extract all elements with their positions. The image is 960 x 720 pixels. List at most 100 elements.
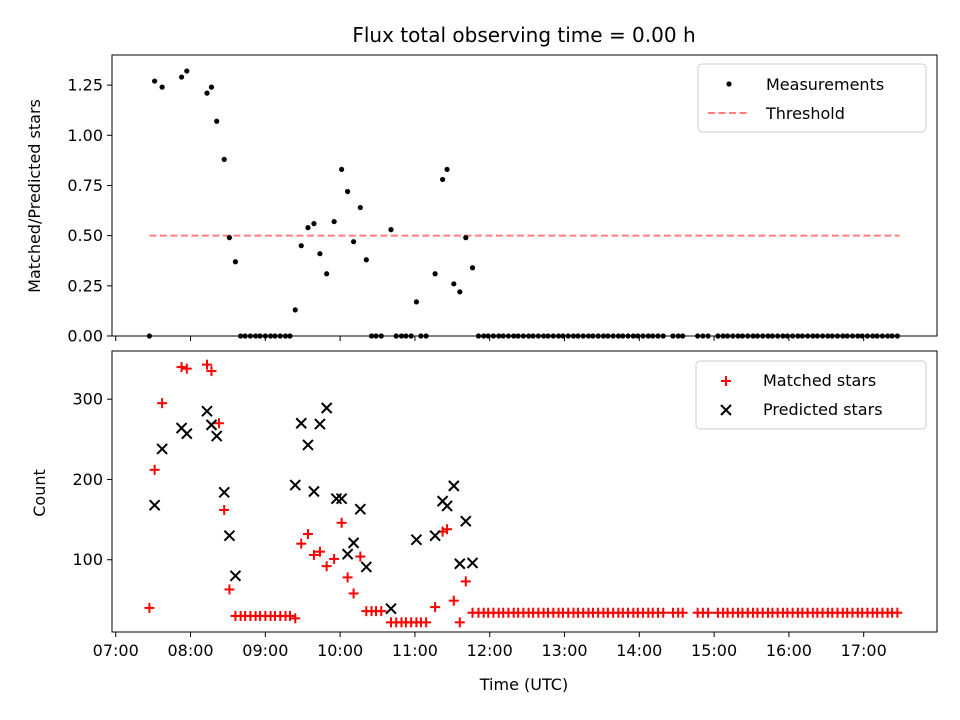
measurement-point <box>226 235 233 241</box>
matched-star-point <box>703 607 714 618</box>
legend-matched-label: Matched stars <box>763 371 876 390</box>
measurement-point <box>298 243 304 249</box>
x-tick-label: 08:00 <box>167 641 213 660</box>
top-y-tick-label: 0.00 <box>67 327 103 346</box>
measurement-point <box>221 156 227 162</box>
matched-star-point <box>149 464 160 475</box>
top-y-tick-label: 0.50 <box>67 226 103 245</box>
matched-star-point <box>329 553 340 564</box>
measurement-point <box>292 307 298 313</box>
measurement-point <box>331 218 337 225</box>
measurement-point <box>457 289 463 295</box>
measurement-point <box>451 281 457 287</box>
matched-star-point <box>314 546 325 557</box>
measurement-point <box>208 84 215 90</box>
matched-star-point <box>224 584 235 595</box>
bottom-y-axis-label: Count <box>30 469 49 517</box>
top-axes-frame <box>111 54 938 337</box>
legend-matched-marker <box>721 376 731 386</box>
measurement-point <box>350 239 357 245</box>
predicted-star-point <box>223 529 236 542</box>
matched-star-point <box>421 617 432 628</box>
matched-star-point <box>342 572 353 583</box>
bottom-panel: 100 200 300 07:00 08:00 09:00 10:00 11:00 12:00… <box>30 350 938 694</box>
top-y-axis: 0.00 0.25 0.50 0.75 1.00 1.25 <box>67 76 112 346</box>
measurement-point <box>413 299 420 305</box>
matched-star-point <box>144 602 155 613</box>
matched-star-point <box>296 538 307 549</box>
matched-star-point <box>213 418 224 429</box>
bottom-plot-area <box>144 359 903 628</box>
top-x-ticks <box>115 336 865 341</box>
matched-star-point <box>376 606 387 617</box>
matched-star-point <box>892 607 903 618</box>
matched-star-point <box>181 363 192 374</box>
predicted-star-point <box>347 537 360 549</box>
measurement-point <box>152 78 158 84</box>
predicted-star-point <box>295 417 307 429</box>
top-y-tick-label: 1.25 <box>67 76 103 95</box>
top-y-tick-label: 0.75 <box>67 176 103 195</box>
x-tick-label: 16:00 <box>766 641 812 660</box>
measurement-point <box>363 257 369 263</box>
bottom-y-axis: 100 200 300 <box>72 390 112 569</box>
predicted-star-point <box>218 486 230 499</box>
matched-star-point <box>430 602 441 613</box>
top-legend: Measurements Threshold <box>697 63 927 133</box>
x-tick-label: 12:00 <box>467 641 513 660</box>
matched-star-point <box>321 561 332 572</box>
measurement-point <box>469 265 476 271</box>
matched-star-point <box>355 551 366 562</box>
top-y-tick-label: 1.00 <box>67 126 103 145</box>
x-tick-label: 11:00 <box>392 641 438 660</box>
bottom-x-axis: 07:00 08:00 09:00 10:00 11:00 12:00 13:00 14:00… <box>93 632 887 660</box>
measurement-point <box>439 176 446 183</box>
measurement-point <box>184 68 190 74</box>
matched-star-point <box>336 517 347 528</box>
predicted-star-point <box>211 430 223 442</box>
x-tick-label: 13:00 <box>541 641 587 660</box>
matched-star-point <box>448 595 459 606</box>
predicted-star-point <box>441 500 453 512</box>
measurement-point <box>345 188 351 195</box>
top-y-axis-label: Matched/Predicted stars <box>25 99 44 293</box>
x-tick-label: 17:00 <box>841 641 887 660</box>
matched-star-point <box>658 607 669 618</box>
predicted-star-point <box>156 443 168 455</box>
predicted-star-point <box>308 485 320 498</box>
predicted-star-point <box>205 419 218 431</box>
chart-title: Flux total observing time = 0.00 h <box>352 23 695 47</box>
predicted-star-point <box>314 418 326 430</box>
predicted-star-point <box>429 529 441 542</box>
x-tick-label: 15:00 <box>691 641 737 660</box>
measurement-point <box>178 74 185 80</box>
matched-star-point <box>219 504 230 515</box>
bottom-y-tick-label: 300 <box>72 390 103 409</box>
measurement-point <box>311 221 317 227</box>
x-axis-label: Time (UTC) <box>479 675 568 694</box>
measurement-point <box>317 251 323 257</box>
bottom-legend-box <box>695 360 927 430</box>
top-y-tick-label: 0.25 <box>67 276 103 295</box>
bottom-y-tick-label: 100 <box>72 550 103 569</box>
matched-star-point <box>201 359 212 370</box>
x-tick-label: 10:00 <box>317 641 363 660</box>
top-legend-box <box>697 63 927 133</box>
predicted-star-point <box>341 548 354 560</box>
predicted-star-point <box>181 427 193 440</box>
x-tick-label: 14:00 <box>616 641 662 660</box>
predicted-star-point <box>320 402 333 414</box>
matched-star-point <box>677 607 688 618</box>
x-tick-label: 09:00 <box>242 641 288 660</box>
matched-star-point <box>442 524 453 535</box>
matched-star-point <box>290 613 301 624</box>
predicted-star-point <box>448 480 460 492</box>
measurement-point <box>357 204 363 211</box>
legend-measurements-label: Measurements <box>766 75 884 94</box>
measurement-point <box>204 90 210 96</box>
predicted-star-point <box>302 439 314 451</box>
matched-star-point <box>454 617 465 628</box>
predicted-star-point <box>466 557 479 569</box>
measurement-point <box>432 271 438 277</box>
